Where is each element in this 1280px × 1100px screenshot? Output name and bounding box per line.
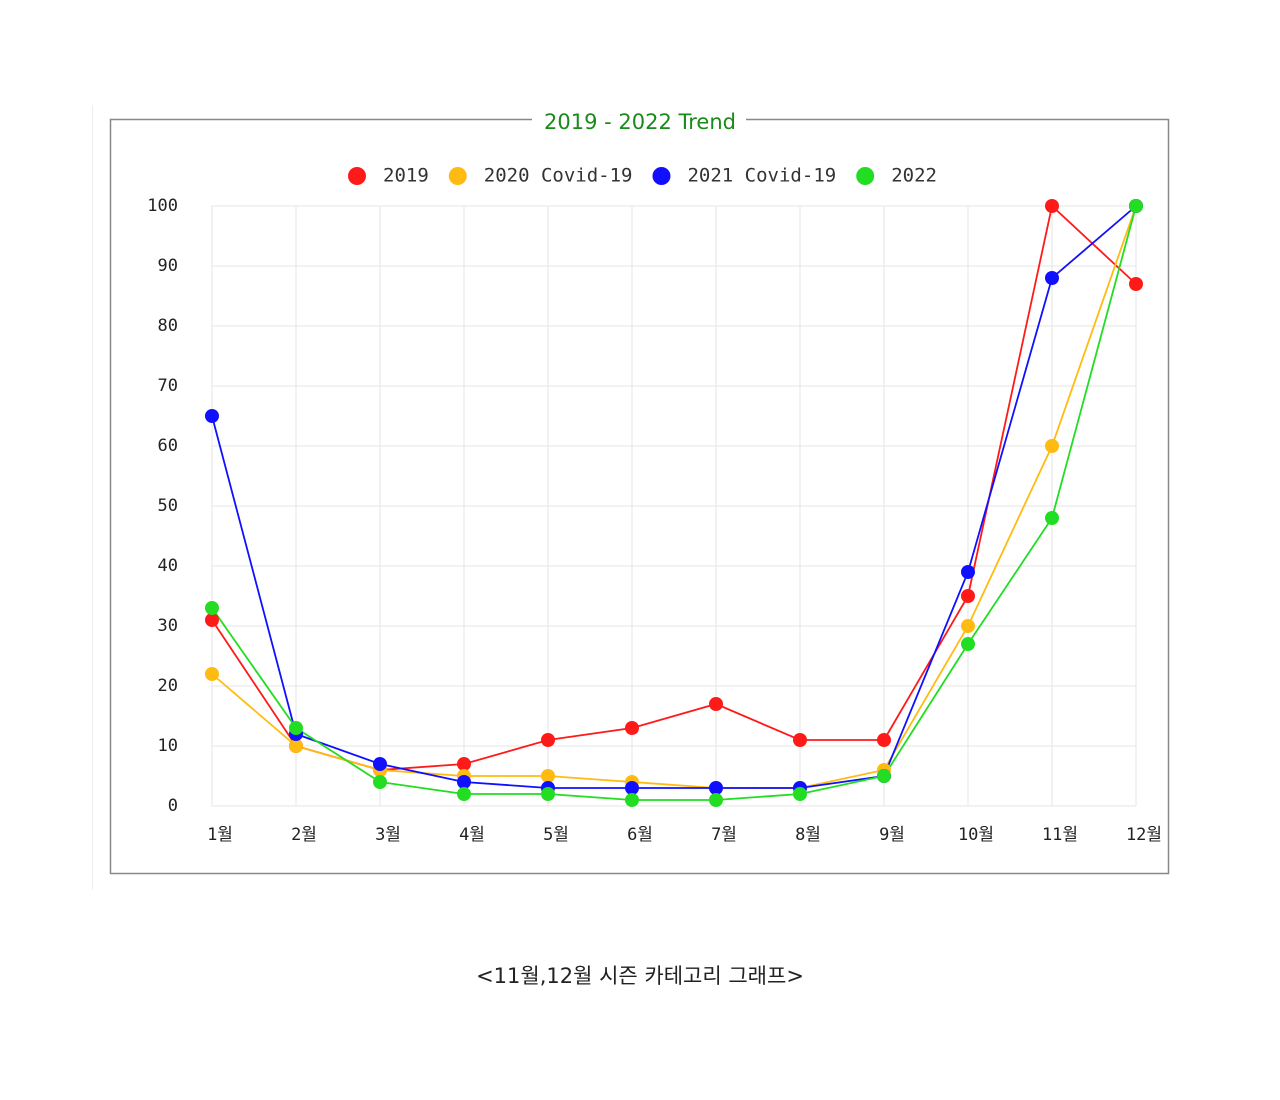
data-point: [541, 733, 555, 747]
data-point: [205, 601, 219, 615]
data-point: [457, 787, 471, 801]
data-point: [625, 781, 639, 795]
y-tick-label: 30: [158, 616, 178, 636]
x-tick-label: 11월: [1042, 825, 1078, 845]
edge: [92, 105, 93, 890]
series-line: [211, 204, 1137, 771]
x-tick-label: 12월: [1126, 825, 1162, 845]
data-point: [205, 667, 219, 681]
legend-marker: [856, 167, 875, 185]
data-point: [709, 697, 723, 711]
series-line: [211, 205, 1137, 789]
data-point: [961, 565, 975, 579]
y-tick-label: 50: [158, 496, 178, 516]
data-point: [1045, 511, 1059, 525]
y-tick-label: 0: [168, 796, 178, 816]
data-point: [1045, 199, 1059, 213]
title-backdrop: [532, 108, 746, 136]
legend-label: 2022: [891, 165, 937, 187]
data-point: [457, 775, 471, 789]
series-line: [211, 205, 1137, 789]
x-tick-label: 2월: [291, 825, 317, 845]
data-point: [1129, 199, 1143, 213]
data-point: [1129, 277, 1143, 291]
x-tick-label: 3월: [375, 825, 401, 845]
x-tick-label: 4월: [459, 825, 485, 845]
legend-label: 2020 Covid-19: [484, 165, 633, 187]
data-point: [625, 793, 639, 807]
legend-marker: [448, 167, 467, 185]
x-tick-label: 7월: [711, 825, 737, 845]
data-point: [877, 769, 891, 783]
data-point: [457, 757, 471, 771]
x-tick-label: 5월: [543, 825, 569, 845]
data-point: [1045, 439, 1059, 453]
data-point: [541, 787, 555, 801]
data-point: [709, 793, 723, 807]
y-tick-label: 90: [158, 256, 178, 276]
data-point: [373, 775, 387, 789]
y-tick-label: 60: [158, 436, 178, 456]
data-point: [709, 781, 723, 795]
data-point: [205, 613, 219, 627]
data-point: [625, 721, 639, 735]
y-tick-label: 70: [158, 376, 178, 396]
y-tick-label: 20: [158, 676, 178, 696]
x-tick-label: 8월: [795, 825, 821, 845]
data-point: [289, 739, 303, 753]
x-tick-label: 1월: [207, 825, 233, 845]
data-point: [373, 757, 387, 771]
data-point: [541, 769, 555, 783]
data-point: [961, 589, 975, 603]
data-point: [793, 787, 807, 801]
legend-marker: [348, 167, 366, 185]
chart-frame: [109, 118, 1170, 875]
legend-marker: [652, 167, 671, 185]
y-tick-label: 80: [158, 316, 178, 336]
data-point: [205, 409, 219, 423]
x-tick-label: 9월: [879, 825, 905, 845]
data-point: [793, 733, 807, 747]
data-point: [1045, 271, 1059, 285]
caption: <11월,12월 시즌 카테고리 그래프>: [476, 964, 804, 988]
data-point: [289, 721, 303, 735]
data-point: [877, 733, 891, 747]
series-line: [211, 205, 1137, 801]
data-point: [961, 619, 975, 633]
data-point: [961, 637, 975, 651]
y-tick-label: 100: [147, 196, 178, 216]
chart-title: 2019 - 2022 Trend: [544, 110, 736, 134]
y-tick-label: 10: [158, 736, 178, 756]
x-tick-label: 6월: [627, 825, 653, 845]
y-tick-label: 40: [158, 556, 178, 576]
x-tick-label: 10월: [958, 825, 994, 845]
legend-label: 2019: [383, 165, 429, 187]
legend-label: 2021 Covid-19: [687, 165, 836, 187]
